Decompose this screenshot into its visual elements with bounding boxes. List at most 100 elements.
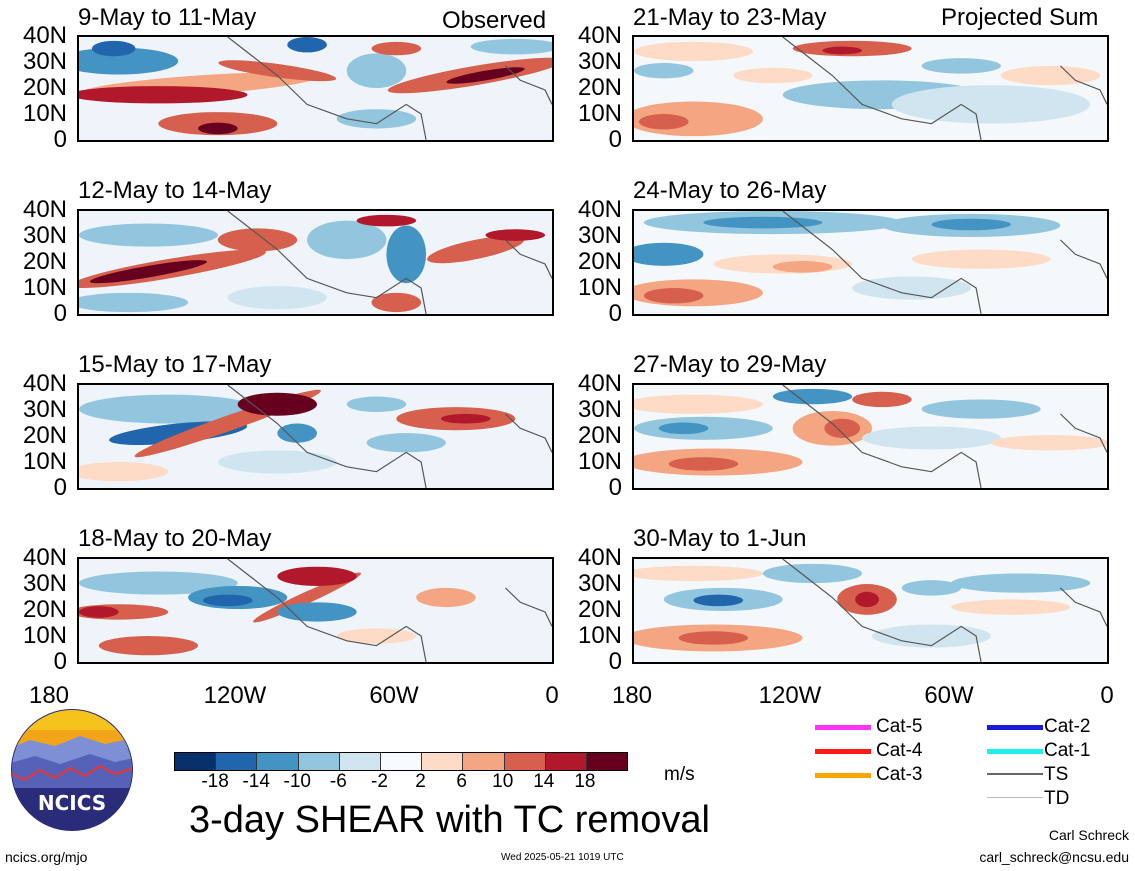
colorbar-cell bbox=[504, 753, 546, 770]
y-tick-label: 40N bbox=[577, 196, 622, 223]
y-tick-label: 10N bbox=[22, 448, 67, 475]
x-tick-label: 0 bbox=[545, 682, 559, 709]
colorbar-cell bbox=[545, 753, 587, 770]
panel-date-label: 18-May to 20-May bbox=[78, 525, 272, 552]
shear-map bbox=[632, 35, 1109, 142]
y-tick-label: 10N bbox=[22, 100, 67, 127]
td-label: TD bbox=[1044, 788, 1070, 809]
y-tick-label: 20N bbox=[22, 422, 67, 449]
colorbar-cell bbox=[339, 753, 381, 770]
observed-tag: Observed bbox=[442, 7, 547, 34]
y-tick-label: 0 bbox=[608, 126, 622, 153]
y-tick-label: 20N bbox=[22, 74, 67, 101]
colorbar-tick-label: -10 bbox=[283, 771, 311, 792]
y-tick-label: 30N bbox=[577, 48, 622, 75]
projected-sum-tag: Projected Sum bbox=[941, 4, 1099, 31]
colorbar bbox=[174, 752, 628, 771]
cat4-label: Cat-4 bbox=[876, 740, 923, 761]
y-tick-label: 0 bbox=[53, 474, 67, 501]
ts-label: TS bbox=[1044, 764, 1069, 785]
panel-date-label: 27-May to 29-May bbox=[633, 351, 827, 378]
colorbar-cell bbox=[175, 753, 217, 770]
panel-date-label: 30-May to 1-Jun bbox=[633, 525, 807, 552]
y-tick-label: 0 bbox=[53, 126, 67, 153]
shear-map bbox=[77, 35, 554, 142]
panel-date-label: 24-May to 26-May bbox=[633, 177, 827, 204]
y-tick-label: 0 bbox=[53, 300, 67, 327]
y-tick-label: 30N bbox=[577, 222, 622, 249]
y-tick-label: 30N bbox=[22, 396, 67, 423]
colorbar-cell bbox=[463, 753, 505, 770]
y-tick-label: 10N bbox=[577, 622, 622, 649]
colorbar-tick-label: -6 bbox=[329, 771, 347, 792]
colorbar-cell bbox=[298, 753, 340, 770]
shear-map bbox=[632, 209, 1109, 316]
x-tick-label: 0 bbox=[1100, 682, 1114, 709]
colorbar-tick-label: -2 bbox=[371, 771, 388, 792]
logo-text: NCICS bbox=[38, 791, 106, 815]
colorbar-tick-label: 10 bbox=[492, 771, 514, 792]
y-tick-label: 20N bbox=[22, 596, 67, 623]
cat1-label: Cat-1 bbox=[1044, 740, 1091, 761]
y-tick-label: 40N bbox=[22, 22, 67, 49]
y-tick-label: 20N bbox=[577, 248, 622, 275]
x-tick-label: 120W bbox=[758, 682, 822, 709]
colorbar-unit: m/s bbox=[664, 764, 695, 785]
y-tick-label: 40N bbox=[22, 196, 67, 223]
shear-map bbox=[77, 209, 554, 316]
colorbar-cell bbox=[380, 753, 423, 770]
panel-date-label: 15-May to 17-May bbox=[78, 351, 272, 378]
cat1-line bbox=[987, 749, 1043, 754]
cat3-line bbox=[815, 773, 871, 778]
y-tick-label: 0 bbox=[53, 648, 67, 675]
y-tick-label: 10N bbox=[22, 622, 67, 649]
colorbar-cell bbox=[257, 753, 299, 770]
y-tick-label: 0 bbox=[608, 474, 622, 501]
cat4-line bbox=[815, 749, 871, 754]
x-tick-label: 60W bbox=[369, 682, 419, 709]
x-tick-label: 120W bbox=[203, 682, 267, 709]
y-tick-label: 40N bbox=[22, 544, 67, 571]
y-tick-label: 20N bbox=[577, 74, 622, 101]
y-tick-label: 10N bbox=[577, 448, 622, 475]
ts-line bbox=[987, 773, 1043, 775]
y-tick-label: 30N bbox=[22, 48, 67, 75]
colorbar-tick-label: 18 bbox=[574, 771, 596, 792]
x-tick-label: 180 bbox=[611, 682, 653, 709]
panel-date-label: 9-May to 11-May bbox=[78, 4, 257, 31]
y-tick-label: 40N bbox=[577, 544, 622, 571]
cat5-label: Cat-5 bbox=[876, 716, 923, 737]
y-tick-label: 0 bbox=[608, 648, 622, 675]
site-url: ncics.org/mjo bbox=[5, 849, 88, 865]
y-tick-label: 40N bbox=[577, 370, 622, 397]
cat3-label: Cat-3 bbox=[876, 764, 923, 785]
colorbar-tick-label: 14 bbox=[533, 771, 555, 792]
x-tick-label: 60W bbox=[924, 682, 974, 709]
shear-map bbox=[632, 383, 1109, 490]
ncics-logo: NCICS bbox=[10, 708, 134, 832]
colorbar-tick-label: 2 bbox=[415, 771, 426, 792]
figure-title: 3-day SHEAR with TC removal bbox=[189, 799, 710, 841]
colorbar-tick-label: -18 bbox=[201, 771, 229, 792]
x-tick-label: 180 bbox=[28, 682, 70, 709]
y-tick-label: 10N bbox=[22, 274, 67, 301]
y-tick-label: 10N bbox=[577, 100, 622, 127]
y-tick-label: 40N bbox=[577, 22, 622, 49]
y-tick-label: 30N bbox=[22, 570, 67, 597]
y-tick-label: 40N bbox=[22, 370, 67, 397]
shear-map bbox=[632, 557, 1109, 664]
y-tick-label: 20N bbox=[577, 596, 622, 623]
td-line bbox=[987, 797, 1043, 798]
colorbar-cell bbox=[422, 753, 464, 770]
y-tick-label: 10N bbox=[577, 274, 622, 301]
y-tick-label: 30N bbox=[577, 396, 622, 423]
colorbar-tick-label: 6 bbox=[456, 771, 467, 792]
colorbar-cell bbox=[586, 753, 628, 770]
panel-date-label: 12-May to 14-May bbox=[78, 177, 272, 204]
y-tick-label: 30N bbox=[577, 570, 622, 597]
y-tick-label: 20N bbox=[577, 422, 622, 449]
shear-map bbox=[77, 557, 554, 664]
y-tick-label: 30N bbox=[22, 222, 67, 249]
timestamp: Wed 2025-05-21 1019 UTC bbox=[501, 852, 624, 863]
y-tick-label: 0 bbox=[608, 300, 622, 327]
